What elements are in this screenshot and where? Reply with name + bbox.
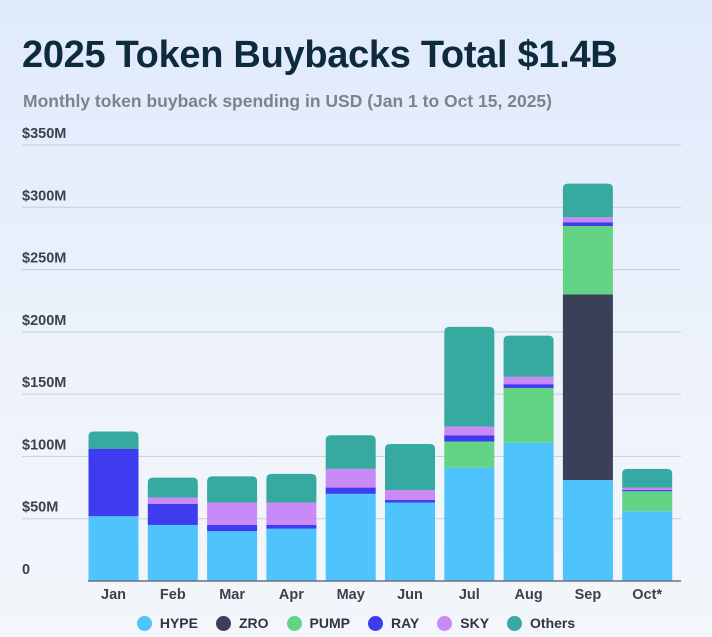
stacked-bar-chart: 0 $50M $100M $150M $200M $250M $300M $350M Jan F…	[22, 126, 681, 603]
bar-segment-others	[147, 477, 198, 498]
bar-segment-pump	[444, 441, 495, 468]
y-tick-label: 0	[22, 562, 30, 578]
bar-segment-ray	[325, 487, 376, 494]
bar-apr	[266, 473, 317, 581]
y-tick-label: $100M	[22, 437, 66, 453]
y-tick-label: $200M	[22, 313, 66, 329]
bar-segment-hype	[88, 516, 139, 581]
bar-jun	[385, 443, 435, 581]
y-axis-tick-labels: 0 $50M $100M $150M $200M $250M $300M $350M	[22, 126, 66, 578]
legend-item-sky: SKY	[437, 615, 489, 631]
chart-title: 2025 Token Buybacks Total $1.4B	[22, 34, 618, 76]
bar-segment-others	[266, 473, 317, 503]
legend-swatch	[507, 615, 523, 631]
x-category-label: Feb	[160, 587, 186, 603]
legend-swatch	[286, 615, 302, 631]
bar-may	[325, 435, 376, 581]
x-category-label: Mar	[219, 587, 245, 603]
bar-segment-ray	[88, 448, 139, 517]
bar-segment-others	[503, 335, 554, 377]
bar-segment-sky	[444, 426, 495, 436]
bar-segment-hype	[562, 480, 613, 581]
x-category-label: May	[337, 587, 365, 603]
bar-segment-hype	[503, 442, 554, 581]
bar-segment-zro	[562, 294, 613, 481]
bar-segments	[88, 183, 673, 581]
legend-label: Others	[530, 615, 576, 631]
bar-segment-sky	[325, 468, 376, 488]
bar-segment-hype	[385, 502, 435, 581]
bar-segment-ray	[147, 503, 198, 525]
bar-jul	[444, 326, 495, 581]
bar-segment-sky	[622, 487, 673, 491]
y-tick-label: $150M	[22, 375, 66, 391]
legend-label: SKY	[460, 615, 490, 631]
x-category-label: Aug	[515, 587, 543, 603]
bar-segment-pump	[503, 387, 554, 443]
x-category-label: Jan	[101, 587, 126, 603]
bar-segment-sky	[147, 497, 198, 504]
legend-label: ZRO	[238, 615, 269, 631]
bar-segment-others	[444, 326, 495, 427]
bar-segment-others	[88, 431, 139, 449]
x-category-label: Jul	[459, 587, 480, 603]
bar-feb	[147, 477, 198, 581]
bar-segment-hype	[325, 493, 376, 581]
bar-segment-hype	[147, 524, 198, 581]
legend-label: RAY	[390, 615, 420, 631]
y-tick-label: $250M	[22, 251, 66, 267]
bar-aug	[503, 335, 554, 581]
legend-item-ray: RAY	[367, 615, 420, 631]
bar-segment-hype	[444, 467, 495, 581]
legend-item-others: Others	[507, 615, 575, 631]
x-axis-category-labels: Jan Feb Mar Apr May Jun Jul Aug Sep Oct*	[101, 587, 662, 603]
y-tick-label: $300M	[22, 188, 66, 204]
bar-segment-ray	[266, 524, 317, 529]
legend-swatch	[367, 615, 383, 631]
bar-segment-sky	[266, 502, 317, 525]
x-category-label: Oct*	[632, 587, 662, 603]
bar-sep	[562, 183, 613, 581]
bar-jan	[88, 431, 139, 581]
bar-segment-others	[207, 476, 258, 503]
legend-swatch	[215, 615, 231, 631]
legend-item-hype: HYPE	[136, 615, 198, 631]
bar-segment-ray	[444, 435, 495, 442]
x-category-label: Jun	[397, 587, 423, 603]
bar-segment-pump	[562, 225, 613, 295]
bar-oct	[622, 468, 673, 581]
bar-segment-sky	[562, 217, 613, 223]
bar-segment-ray	[207, 524, 258, 532]
bar-segment-pump	[622, 491, 673, 512]
bar-segment-hype	[266, 528, 317, 581]
bar-segment-sky	[207, 502, 258, 525]
bar-segment-others	[562, 183, 613, 218]
bar-segment-ray	[503, 384, 554, 388]
bar-segment-sky	[385, 490, 435, 501]
x-category-label: Sep	[575, 587, 602, 603]
bar-segment-hype	[207, 531, 258, 581]
bar-segment-sky	[503, 376, 554, 385]
y-tick-label: $350M	[22, 126, 66, 142]
chart-subtitle: Monthly token buyback spending in USD (J…	[23, 91, 552, 111]
legend-label: PUMP	[309, 615, 350, 631]
bar-segment-hype	[622, 511, 673, 581]
legend-swatch	[437, 615, 453, 631]
x-category-label: Apr	[279, 587, 304, 603]
bar-segment-ray	[562, 222, 613, 226]
bar-segment-others	[385, 443, 435, 491]
legend-item-pump: PUMP	[286, 615, 350, 631]
legend-label: HYPE	[159, 615, 198, 631]
bar-mar	[207, 476, 258, 581]
bar-segment-ray	[622, 490, 673, 492]
legend-item-zro: ZRO	[215, 615, 269, 631]
bar-segment-ray	[385, 500, 435, 503]
legend-swatch	[136, 615, 152, 631]
legend: HYPE ZRO PUMP RAY SKY Others	[0, 615, 712, 631]
bar-segment-others	[622, 468, 673, 488]
bar-segment-others	[325, 435, 376, 469]
y-tick-label: $50M	[22, 500, 58, 516]
